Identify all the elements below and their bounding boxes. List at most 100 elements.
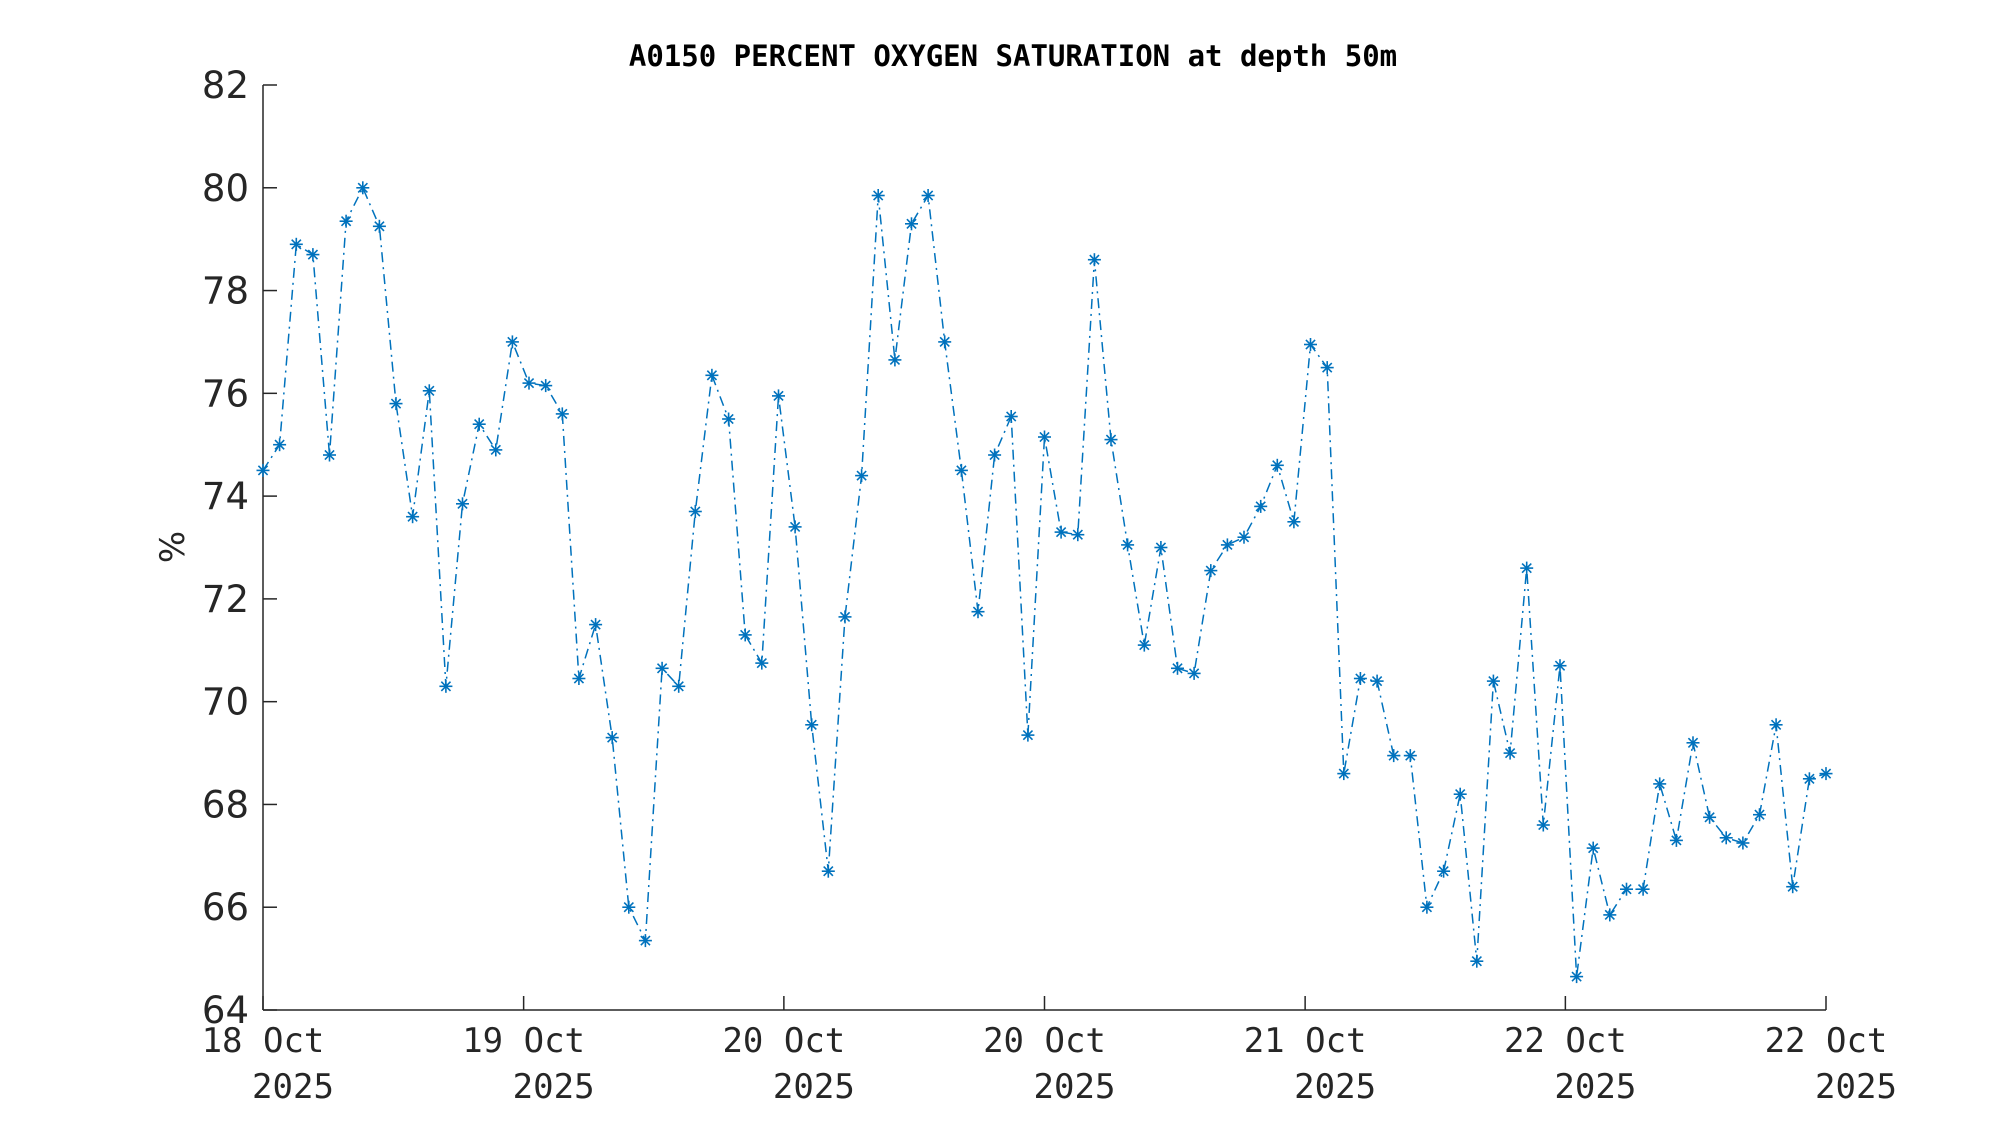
data-point-marker: [1004, 410, 1018, 423]
data-point-marker: [306, 248, 320, 262]
data-point-marker: [1353, 672, 1367, 685]
data-point-marker: [406, 510, 420, 524]
x-tick-label-date: 22 Oct: [1765, 1021, 1888, 1061]
x-tick-label-date: 20 Oct: [722, 1021, 845, 1061]
axes: [262, 85, 1826, 1011]
x-tick-label-year: 2025: [773, 1067, 855, 1107]
y-tick-label: 66: [202, 886, 249, 929]
data-point-marker: [1320, 361, 1334, 375]
data-point-marker: [1104, 433, 1118, 447]
data-point-marker: [821, 864, 835, 878]
data-point-marker: [1753, 808, 1766, 822]
y-axis-label-group: %: [153, 531, 193, 563]
data-point-marker: [1204, 564, 1218, 578]
data-point-marker: [838, 610, 852, 624]
data-point-marker: [1453, 787, 1467, 801]
y-tick-label: 64: [202, 989, 249, 1032]
data-point-marker: [755, 656, 769, 670]
data-point-marker: [372, 219, 386, 233]
data-point-marker: [638, 934, 652, 948]
data-point-marker: [672, 679, 686, 693]
chart-title: A0150 PERCENT OXYGEN SATURATION at depth…: [629, 39, 1397, 73]
data-point-marker: [605, 731, 619, 745]
data-point-marker: [589, 618, 603, 632]
data-point-marker: [472, 417, 486, 431]
y-tick-label: 70: [202, 681, 249, 724]
data-point-marker: [1038, 430, 1051, 444]
data-point-marker: [1304, 338, 1317, 351]
data-point-marker: [1054, 525, 1068, 539]
data-point-marker: [1653, 777, 1667, 791]
x-tick-label-year: 2025: [1815, 1067, 1897, 1107]
data-point-marker: [1287, 515, 1301, 529]
data-point-marker: [356, 181, 370, 195]
data-point-marker: [422, 384, 436, 398]
y-tick-label: 74: [202, 475, 249, 518]
y-tick-label: 76: [202, 372, 249, 415]
data-point-marker: [1187, 666, 1201, 680]
data-point-marker: [1636, 882, 1650, 896]
data-point-marker: [888, 353, 902, 367]
data-point-marker: [905, 217, 918, 231]
data-point-marker: [705, 368, 719, 382]
data-point-marker: [1486, 674, 1500, 688]
data-point-marker: [439, 679, 453, 693]
data-point-marker: [1819, 767, 1833, 781]
data-point-marker: [938, 335, 952, 349]
data-point-marker: [954, 463, 968, 477]
data-point-marker: [539, 379, 553, 393]
y-ticks: 64 66 68 70 72 74 76 78 80 82: [202, 64, 277, 1032]
series-line: [262, 186, 1827, 977]
data-point-marker: [655, 661, 669, 675]
data-point-marker: [772, 389, 785, 403]
data-point-marker: [1403, 749, 1417, 763]
x-tick-label-date: 22 Oct: [1504, 1021, 1627, 1061]
data-point-marker: [1337, 767, 1351, 781]
data-point-marker: [921, 189, 935, 202]
data-point-marker: [572, 672, 586, 685]
data-point-marker: [1686, 736, 1700, 750]
data-point-marker: [788, 520, 802, 534]
data-point-marker: [1137, 638, 1151, 652]
data-point-marker: [1719, 831, 1733, 845]
data-point-marker: [555, 407, 569, 421]
data-point-marker: [1071, 528, 1085, 542]
data-point-marker: [1553, 659, 1567, 673]
data-point-marker: [622, 900, 636, 914]
data-point-marker: [1520, 561, 1534, 575]
data-point-marker: [1802, 772, 1816, 786]
data-point-marker: [805, 718, 819, 732]
data-point-marker: [738, 628, 752, 642]
data-point-marker: [1254, 499, 1268, 513]
data-point-marker: [688, 505, 702, 518]
data-point-marker: [1586, 841, 1600, 855]
data-point-marker: [289, 237, 303, 251]
series-group: [256, 181, 1833, 984]
data-point-marker: [1387, 749, 1401, 763]
data-point-marker: [722, 412, 736, 426]
x-tick-label-date: 21 Oct: [1244, 1021, 1367, 1061]
data-point-marker: [1021, 728, 1035, 742]
data-point-marker: [323, 448, 336, 462]
data-point-marker: [1603, 908, 1617, 922]
y-tick-label: 82: [202, 64, 249, 107]
data-point-marker: [855, 469, 869, 483]
x-tick-label-date: 18 Oct: [202, 1021, 325, 1061]
data-point-marker: [1087, 253, 1101, 267]
data-point-marker: [1270, 458, 1284, 472]
data-point-marker: [1437, 864, 1451, 878]
data-point-marker: [1669, 833, 1683, 847]
y-axis-label: %: [153, 531, 193, 563]
x-tick-label-year: 2025: [252, 1067, 334, 1107]
y-tick-label: 68: [202, 783, 249, 826]
x-tick-label-year: 2025: [1034, 1067, 1116, 1107]
x-tick-label-year: 2025: [1294, 1067, 1376, 1107]
data-point-marker: [522, 376, 536, 390]
data-point-marker: [1703, 810, 1717, 824]
x-tick-label-date: 19 Oct: [462, 1021, 585, 1061]
data-point-marker: [971, 605, 985, 619]
data-point-marker: [1570, 970, 1584, 984]
y-tick-label: 72: [202, 578, 249, 621]
data-point-marker: [389, 397, 403, 411]
data-point-marker: [1220, 538, 1234, 552]
